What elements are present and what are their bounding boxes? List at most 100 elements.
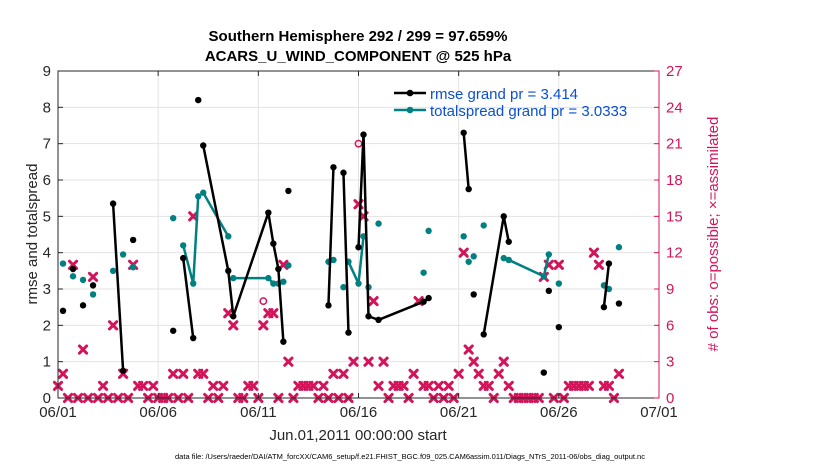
legend-spread-label: totalspread grand pr = 3.0333 bbox=[430, 103, 627, 120]
obs-assimilated-marker-64 bbox=[373, 380, 384, 391]
totalspread-point-29 bbox=[460, 233, 467, 240]
y-right-tick-label-5: 15 bbox=[666, 208, 683, 225]
rmse-line-segment-4 bbox=[342, 172, 350, 333]
obs-assimilated-marker-41 bbox=[258, 320, 269, 331]
obs-assimilated-marker-110 bbox=[603, 380, 615, 391]
y-right-tick-label-4: 12 bbox=[666, 245, 683, 262]
obs-assimilated-marker-27 bbox=[188, 211, 199, 222]
obs-assimilated-marker-35 bbox=[228, 320, 239, 331]
obs-assimilated-marker-84 bbox=[473, 368, 484, 379]
totalspread-point-33 bbox=[500, 254, 507, 262]
totalspread-point-6 bbox=[129, 264, 137, 271]
obs-assimilated-marker-33 bbox=[218, 380, 229, 391]
rmse-point-0 bbox=[59, 307, 67, 314]
y-right-tick-label-1: 3 bbox=[666, 354, 674, 371]
rmse-line-segment-8 bbox=[602, 263, 611, 308]
obs-assimilated-marker-7 bbox=[87, 271, 99, 282]
axis-ticks: 06/01 06/06 06/11 06/16 06/21 06/26 07/0101234… bbox=[39, 63, 682, 421]
legend: rmse grand pr = 3.414 totalspread grand … bbox=[394, 86, 627, 120]
rmse-line-segment-3 bbox=[327, 167, 335, 306]
rmse-line-segment-1 bbox=[181, 257, 195, 339]
rmse-point-11 bbox=[200, 142, 207, 149]
rmse-point-14 bbox=[265, 209, 272, 216]
obs-assimilated-marker-29 bbox=[198, 368, 209, 379]
rmse-line-segment-6 bbox=[462, 132, 470, 190]
totalspread-point-37 bbox=[555, 280, 563, 287]
totalspread-point-20 bbox=[330, 256, 337, 264]
rmse-point-34 bbox=[505, 238, 512, 245]
obs-assimilated-marker-80 bbox=[453, 368, 464, 379]
totalspread-point-21 bbox=[340, 283, 347, 291]
y-right-tick-label-3: 9 bbox=[666, 281, 674, 298]
y-right-tick-label-8: 24 bbox=[666, 99, 683, 116]
obs-assimilated-marker-100 bbox=[553, 259, 564, 270]
rmse-point-37 bbox=[555, 323, 563, 331]
legend-rmse-marker bbox=[406, 89, 414, 97]
y-left-tick-label-8: 8 bbox=[43, 99, 51, 116]
obs-assimilated-marker-39 bbox=[248, 380, 259, 391]
totalspread-point-12 bbox=[225, 233, 232, 240]
obs-assimilated-marker-89 bbox=[498, 356, 509, 367]
totalspread-point-15 bbox=[270, 280, 277, 287]
totalspread-point-7 bbox=[169, 214, 177, 222]
rmse-point-30 bbox=[465, 185, 472, 193]
x-tick-label-4: 06/21 bbox=[440, 404, 478, 421]
rmse-point-38 bbox=[600, 303, 608, 311]
legend-rmse-label: rmse grand pr = 3.414 bbox=[430, 86, 578, 103]
obs-assimilated-marker-108 bbox=[593, 259, 604, 270]
obs-assimilated-marker-17 bbox=[138, 380, 149, 391]
obs-assimilated-marker-46 bbox=[283, 356, 294, 367]
totalspread-point-26 bbox=[375, 220, 382, 227]
totalspread-point-17 bbox=[280, 278, 287, 285]
obs-assimilated-marker-11 bbox=[107, 320, 119, 331]
totalspread-point-18 bbox=[285, 262, 292, 269]
rmse-point-17 bbox=[280, 338, 287, 345]
obs-assimilated-marker-71 bbox=[408, 368, 419, 379]
totalspread-point-5 bbox=[119, 251, 127, 258]
rmse-point-31 bbox=[470, 291, 477, 298]
rmse-point-22 bbox=[345, 329, 352, 336]
x-tick-label-6: 07/01 bbox=[640, 404, 678, 421]
rmse-point-32 bbox=[480, 331, 487, 338]
totalspread-point-36 bbox=[545, 251, 553, 258]
totalspread-point-40 bbox=[615, 244, 623, 251]
rmse-point-29 bbox=[460, 129, 467, 136]
rmse-point-25 bbox=[365, 313, 372, 320]
totalspread-point-11 bbox=[200, 189, 207, 196]
rmse-point-21 bbox=[340, 169, 347, 176]
y-right-tick-label-9: 27 bbox=[666, 63, 683, 80]
totalspread-point-28 bbox=[425, 227, 432, 235]
totalspread-point-1 bbox=[69, 273, 77, 280]
chart-title-line1: Southern Hemisphere 292 / 299 = 97.659% bbox=[209, 28, 508, 45]
rmse-point-35 bbox=[540, 369, 548, 376]
x-tick-label-1: 06/06 bbox=[139, 404, 177, 421]
rmse-point-1 bbox=[69, 265, 77, 273]
x-tick-label-0: 06/01 bbox=[39, 404, 77, 421]
totalspread-point-4 bbox=[109, 267, 117, 275]
rmse-point-28 bbox=[425, 294, 432, 302]
y-axis-label-right: # of obs: o=possible; ×=assimilated bbox=[705, 117, 722, 352]
obs-assimilated-marker-81 bbox=[458, 247, 469, 258]
rmse-point-13 bbox=[230, 313, 237, 320]
totalspread-point-27 bbox=[420, 269, 427, 276]
chart-title-line2: ACARS_U_WIND_COMPONENT @ 525 hPa bbox=[205, 48, 512, 65]
y-right-tick-label-0: 0 bbox=[666, 390, 674, 407]
obs-assimilated-marker-82 bbox=[463, 344, 474, 355]
obs-assimilated-marker-76 bbox=[433, 380, 444, 391]
y-left-tick-label-6: 6 bbox=[43, 172, 51, 189]
y-left-tick-label-9: 9 bbox=[43, 63, 51, 80]
obs-assimilated-marker-5 bbox=[77, 344, 89, 355]
rmse-point-27 bbox=[420, 298, 427, 305]
legend-spread-marker bbox=[406, 106, 414, 114]
obs-assimilated-marker-53 bbox=[318, 380, 329, 391]
rmse-point-40 bbox=[615, 300, 623, 307]
rmse-point-26 bbox=[375, 316, 382, 324]
rmse-point-18 bbox=[285, 187, 292, 195]
y-left-tick-label-0: 0 bbox=[43, 390, 51, 407]
rmse-point-5 bbox=[119, 367, 127, 374]
y-right-tick-label-6: 18 bbox=[666, 172, 683, 189]
obs-assimilated-marker-65 bbox=[378, 356, 389, 367]
obs-assimilated-marker-86 bbox=[483, 380, 494, 391]
y-left-tick-label-4: 4 bbox=[43, 245, 51, 262]
rmse-point-2 bbox=[79, 302, 87, 309]
